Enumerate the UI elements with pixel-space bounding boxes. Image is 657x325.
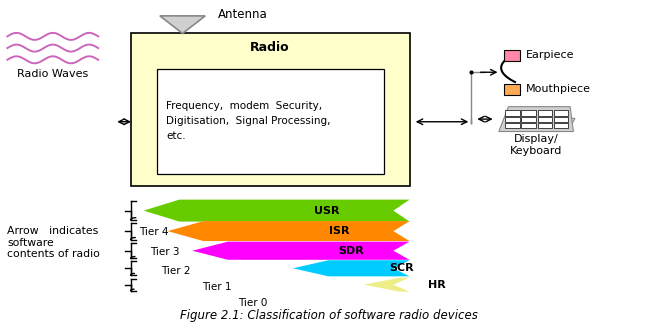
Bar	[522, 117, 535, 122]
Text: SDR: SDR	[338, 246, 364, 256]
Text: Display/
Keyboard: Display/ Keyboard	[510, 135, 562, 156]
Text: Tier 3: Tier 3	[150, 247, 179, 257]
Text: Arrow   indicates
software
contents of radio: Arrow indicates software contents of rad…	[7, 226, 101, 259]
Bar	[156, 69, 384, 174]
Bar	[131, 33, 409, 186]
Text: Tier 0: Tier 0	[238, 298, 267, 308]
Polygon shape	[168, 221, 409, 241]
Text: HR: HR	[428, 280, 446, 290]
Text: Tier 4: Tier 4	[139, 227, 168, 237]
Bar	[522, 123, 535, 128]
Bar	[554, 123, 568, 128]
Polygon shape	[160, 16, 205, 33]
Text: SCR: SCR	[389, 263, 414, 273]
Polygon shape	[364, 278, 409, 292]
Bar	[554, 111, 568, 116]
Text: Figure 2.1: Classification of software radio devices: Figure 2.1: Classification of software r…	[179, 309, 478, 322]
Polygon shape	[499, 107, 574, 132]
Polygon shape	[504, 118, 575, 130]
Text: Antenna: Antenna	[218, 8, 268, 21]
Bar	[505, 111, 520, 116]
Bar	[504, 84, 520, 95]
Text: Radio Waves: Radio Waves	[17, 69, 89, 79]
Bar	[554, 117, 568, 122]
Bar	[537, 111, 552, 116]
Text: Frequency,  modem  Security,
Digitisation,  Signal Processing,
etc.: Frequency, modem Security, Digitisation,…	[166, 101, 331, 141]
Bar	[537, 123, 552, 128]
Polygon shape	[293, 260, 409, 276]
Bar	[522, 111, 535, 116]
Text: ISR: ISR	[328, 226, 349, 236]
Text: Mouthpiece: Mouthpiece	[526, 84, 591, 94]
Bar	[537, 117, 552, 122]
Polygon shape	[144, 200, 409, 222]
Text: Earpiece: Earpiece	[526, 50, 575, 60]
Text: Tier 1: Tier 1	[202, 282, 232, 292]
Text: Radio: Radio	[250, 41, 290, 54]
Bar	[505, 123, 520, 128]
Polygon shape	[193, 242, 409, 260]
Bar	[505, 117, 520, 122]
Bar	[504, 50, 520, 61]
Text: Tier 2: Tier 2	[162, 266, 191, 276]
Text: USR: USR	[314, 206, 340, 215]
